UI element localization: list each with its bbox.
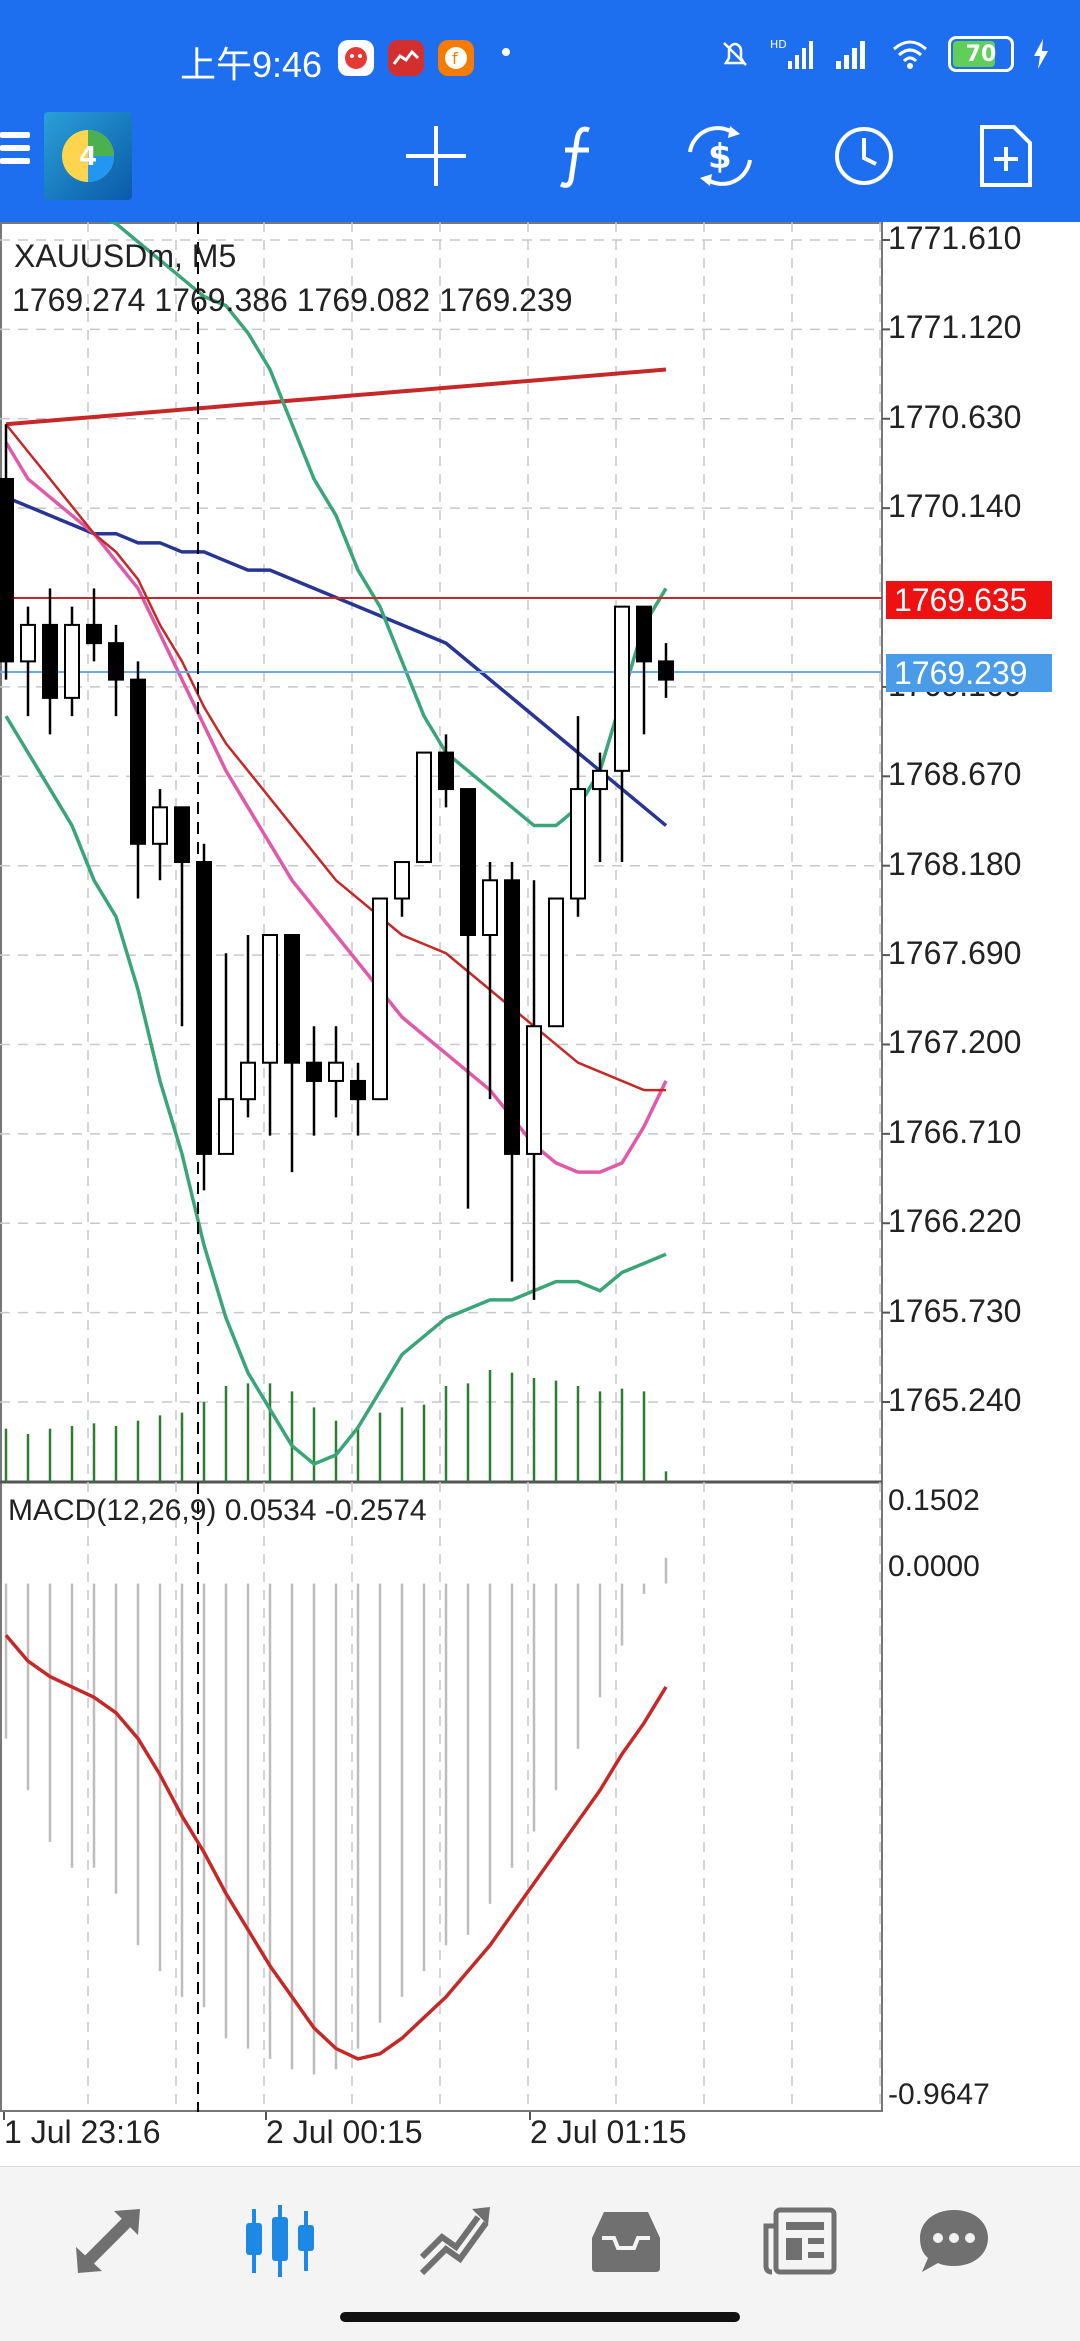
bollinger-lower-line <box>4 715 667 1467</box>
candle-body <box>196 861 212 1155</box>
price-label: 1767.200 <box>888 1024 1022 1061</box>
candle-body <box>240 1061 256 1101</box>
candle-body <box>548 897 564 1028</box>
price-label: 1766.220 <box>888 1203 1022 1240</box>
mute-bell-icon <box>723 42 747 66</box>
news-icon[interactable] <box>750 2191 850 2291</box>
ma-red-line <box>5 423 666 1092</box>
price-label: 1770.630 <box>888 398 1022 435</box>
candle-body <box>460 788 476 937</box>
ma-pink-line <box>4 441 668 1174</box>
bollinger-upper-line <box>107 222 668 828</box>
candle-body <box>86 623 102 645</box>
price-chart[interactable]: XAUUSDm, M5 1769.274 1769.386 1769.082 1… <box>0 220 1080 2172</box>
price-label: 1766.710 <box>888 1113 1022 1150</box>
top-bar: 上午9:46 f HD <box>0 0 1080 222</box>
candle-body <box>372 897 388 1101</box>
battery-level: 70 <box>965 41 997 67</box>
status-bar: 上午9:46 f HD <box>0 0 1080 110</box>
chart-icon[interactable] <box>230 2191 330 2291</box>
bottom-navigation <box>0 2166 1080 2341</box>
candle-body <box>526 1025 542 1155</box>
new-document-icon[interactable] <box>968 118 1044 194</box>
macd-scale-bottom: -0.9647 <box>888 2078 990 2111</box>
candle-body <box>658 660 674 681</box>
candle-body <box>328 1061 344 1082</box>
function-icon[interactable] <box>540 118 616 194</box>
candle-body <box>592 769 608 791</box>
price-label: 1768.180 <box>888 845 1022 882</box>
candle-body <box>350 1079 366 1101</box>
quotes-icon[interactable] <box>58 2191 158 2291</box>
battery-icon: 70 <box>948 36 1014 72</box>
candle-body <box>130 678 146 845</box>
notification-dot <box>502 48 510 56</box>
candle-body <box>218 1098 234 1155</box>
chart-symbol: XAUUSDm, M5 <box>14 238 237 274</box>
candle-body <box>306 1061 322 1082</box>
candle-body <box>108 642 124 681</box>
macd-scale-top: 0.1502 <box>888 1484 980 1517</box>
status-app-icons: f <box>338 40 474 76</box>
wifi-icon <box>893 40 927 69</box>
candle-body <box>570 788 586 900</box>
app-2-icon <box>388 40 424 76</box>
crosshair-icon[interactable] <box>398 118 474 194</box>
candle-body <box>152 806 168 845</box>
price-label: 1767.690 <box>888 935 1022 972</box>
candle-body <box>42 623 58 699</box>
chart-canvas[interactable] <box>0 222 1080 2172</box>
chart-frame <box>0 222 883 2112</box>
candle-body <box>438 751 454 791</box>
svg-text:$: $ <box>708 137 732 177</box>
candle-body <box>64 623 80 699</box>
candle-body <box>416 751 432 864</box>
price-label: 1771.120 <box>888 309 1022 346</box>
candle-body <box>614 605 630 772</box>
ma-red-flat-line <box>5 367 667 427</box>
trade-icon[interactable]: $ <box>682 118 758 194</box>
candle-body <box>394 861 410 900</box>
candle-body <box>174 806 190 864</box>
price-label: 1771.610 <box>888 220 1022 256</box>
candle-body <box>284 934 300 1064</box>
history-icon[interactable] <box>576 2191 676 2291</box>
candle-body <box>262 934 278 1064</box>
candle-body <box>0 477 14 663</box>
signal-icon <box>836 41 865 69</box>
svg-text:f: f <box>452 49 458 68</box>
bid-line-tag: 1769.635 <box>886 581 1052 619</box>
clock-icon[interactable] <box>826 118 902 194</box>
app-3-icon: f <box>438 40 474 76</box>
candle-body <box>636 605 652 663</box>
svg-text:4: 4 <box>79 142 97 172</box>
status-time: 上午9:46 <box>180 44 323 85</box>
time-label-1: 1 Jul 23:16 <box>4 2114 161 2150</box>
macd-signal-line <box>4 1634 668 2061</box>
trade-nav-icon[interactable] <box>404 2191 504 2291</box>
signal-hd-icon: HD <box>770 38 813 69</box>
app-1-icon <box>338 40 374 76</box>
price-label: 1765.730 <box>888 1292 1022 1329</box>
status-right: HD 70 <box>718 36 1050 72</box>
price-label: 1765.240 <box>888 1382 1022 1418</box>
price-label: 1770.140 <box>888 488 1022 525</box>
macd-label: MACD(12,26,9) 0.0534 -0.2574 <box>8 1494 427 1527</box>
metatrader-logo[interactable]: 4 <box>44 112 132 200</box>
signal-hd-text: HD <box>770 38 787 51</box>
menu-icon[interactable] <box>0 132 30 172</box>
home-indicator[interactable] <box>340 2312 740 2322</box>
macd-scale-zero: 0.0000 <box>888 1550 980 1583</box>
candle-body <box>504 879 520 1155</box>
time-label-2: 2 Jul 00:15 <box>266 2114 423 2150</box>
candle-body <box>482 879 498 937</box>
time-label-3: 2 Jul 01:15 <box>530 2114 687 2150</box>
candle-body <box>20 623 36 663</box>
chart-ohlc: 1769.274 1769.386 1769.082 1769.239 <box>12 282 573 318</box>
charging-icon <box>1034 39 1048 69</box>
chat-icon[interactable] <box>904 2191 1004 2291</box>
price-label: 1768.670 <box>888 756 1022 793</box>
current-price-tag: 1769.239 <box>886 654 1052 692</box>
